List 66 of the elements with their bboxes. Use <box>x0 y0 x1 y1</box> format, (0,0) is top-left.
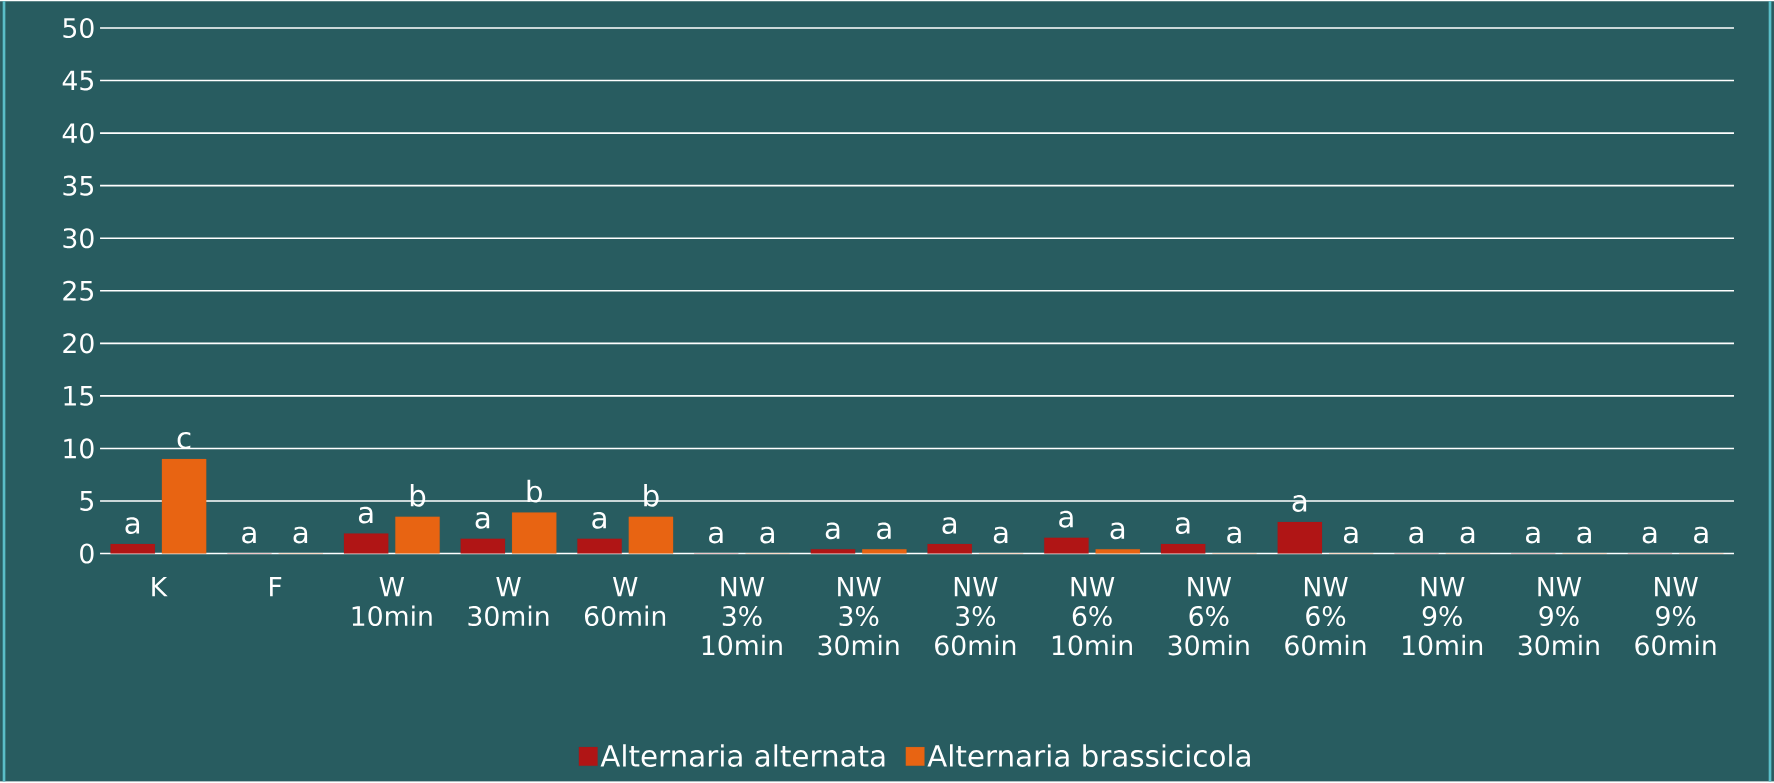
bar <box>810 549 856 554</box>
x-tick-label: NW 3% 60min <box>935 576 1016 656</box>
x-tick-label: K <box>152 576 168 597</box>
data-label: a <box>942 517 957 535</box>
x-tick-label: W 30min <box>468 576 549 627</box>
data-label: a <box>475 511 490 529</box>
y-tick-label: 5 <box>80 491 94 511</box>
bar <box>1095 549 1141 554</box>
data-label: a <box>877 522 891 540</box>
data-label: a <box>1642 526 1657 544</box>
bar <box>1160 544 1206 554</box>
y-tick-label: 40 <box>62 123 94 144</box>
y-tick-label: 15 <box>64 386 93 406</box>
data-label: a <box>1526 526 1540 544</box>
y-tick-label: 10 <box>64 438 94 459</box>
data-label: a <box>760 526 774 544</box>
x-tick-label: NW 6% 10min <box>1052 576 1132 656</box>
y-tick-label: 35 <box>63 175 93 196</box>
bar <box>577 538 622 554</box>
legend-label: Alternaria brassicicola <box>927 744 1250 767</box>
data-label: a <box>993 526 1008 544</box>
legend-label: Alternaria alternata <box>600 744 885 767</box>
bar <box>511 512 557 554</box>
x-tick-label: W 60min <box>584 576 666 627</box>
bar <box>161 458 207 554</box>
y-tick-label: 20 <box>63 333 94 354</box>
data-label: a <box>1059 510 1073 528</box>
y-tick-label: 0 <box>80 543 94 564</box>
y-tick-label: 45 <box>62 70 93 91</box>
x-tick-label: NW 6% 60min <box>1285 576 1366 656</box>
bar <box>862 549 907 554</box>
x-tick-label: F <box>270 576 282 597</box>
x-tick-label: NW 9% 60min <box>1635 576 1716 656</box>
bar <box>927 544 972 554</box>
data-label: a <box>1409 526 1423 544</box>
x-tick-label: NW 9% 10min <box>1403 576 1483 656</box>
bar <box>1277 521 1323 554</box>
data-label: a <box>242 526 256 544</box>
bar <box>460 538 506 554</box>
data-label: a <box>1175 517 1190 535</box>
y-tick-label: 25 <box>63 280 93 301</box>
data-label: a <box>125 517 140 535</box>
data-label: a <box>1110 522 1125 540</box>
x-tick-label: W 10min <box>352 576 432 627</box>
bar <box>628 516 674 554</box>
bar <box>110 544 155 554</box>
x-tick-label: NW 6% 30min <box>1168 576 1249 656</box>
y-tick-label: 30 <box>63 228 94 249</box>
data-label: a <box>1227 526 1241 544</box>
data-label: a <box>592 511 606 529</box>
data-label: a <box>709 526 723 544</box>
data-label: a <box>358 506 373 524</box>
x-tick-label: NW 9% 30min <box>1518 576 1599 656</box>
y-tick-label: 50 <box>63 17 94 39</box>
data-label: a <box>293 526 308 544</box>
data-label: a <box>1343 526 1358 544</box>
x-tick-label: NW 3% 30min <box>818 576 899 656</box>
data-label: a <box>1577 526 1591 544</box>
data-label: b <box>527 479 542 503</box>
bar <box>395 516 440 554</box>
bar <box>343 533 389 554</box>
x-tick-label: NW 3% 10min <box>702 576 782 656</box>
data-label: a <box>825 522 840 540</box>
bar <box>1044 537 1089 554</box>
data-label: a <box>1694 526 1708 544</box>
data-label: a <box>1460 526 1475 544</box>
